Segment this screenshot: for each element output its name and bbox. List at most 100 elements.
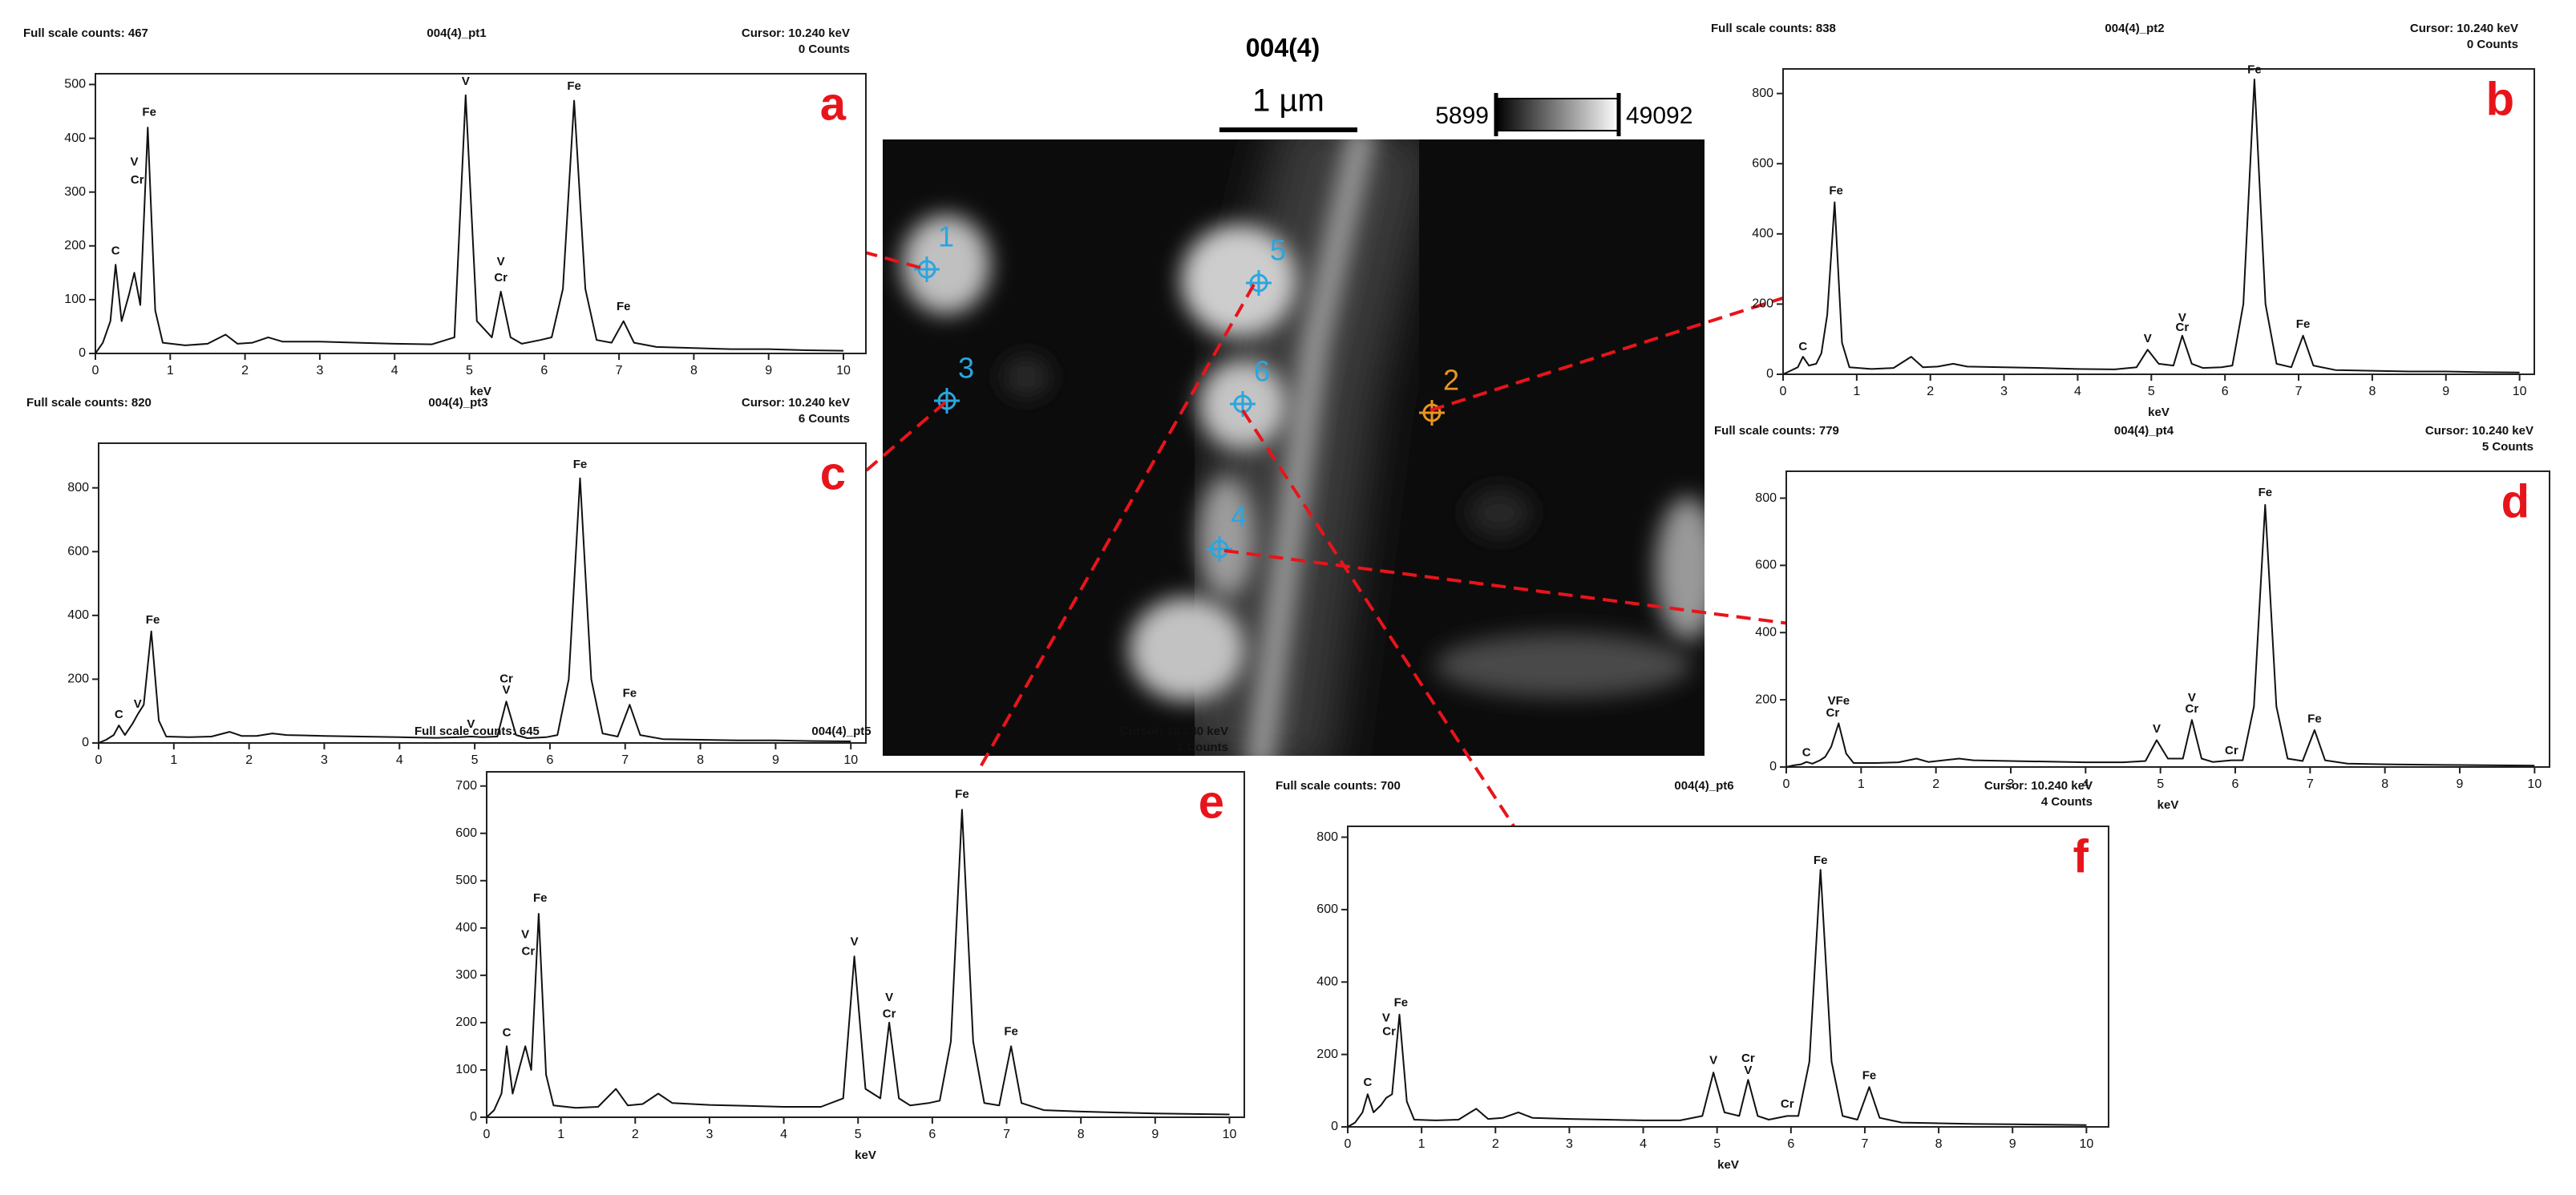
peak-label: V bbox=[521, 928, 529, 942]
x-tick-label: 3 bbox=[2000, 385, 2008, 398]
y-tick-label: 600 bbox=[1755, 559, 1777, 572]
full-scale-counts: Full scale counts: 700 bbox=[1276, 779, 1401, 793]
plot-frame bbox=[95, 73, 867, 354]
peak-label: Fe bbox=[1004, 1025, 1018, 1039]
peak-label: Cr bbox=[131, 173, 144, 187]
peak-label: Fe bbox=[1829, 184, 1843, 197]
peak-label: Cr bbox=[1741, 1052, 1755, 1065]
y-tick-label: 800 bbox=[1752, 87, 1773, 100]
point-label: 5 bbox=[1270, 234, 1286, 267]
x-tick-label: 6 bbox=[2232, 777, 2239, 791]
image-title: 004(4) bbox=[1246, 33, 1320, 62]
point-cross bbox=[1207, 536, 1232, 562]
y-tick-label: 400 bbox=[67, 608, 89, 622]
x-tick-label: 3 bbox=[1566, 1137, 1573, 1151]
y-tick-label: 500 bbox=[64, 78, 86, 91]
y-tick-label: 300 bbox=[455, 968, 477, 982]
point-label: 6 bbox=[1254, 355, 1270, 388]
x-tick-label: 4 bbox=[391, 364, 398, 377]
x-tick-label: 2 bbox=[1492, 1137, 1499, 1151]
x-tick-label: 7 bbox=[1003, 1128, 1010, 1141]
peak-label: Fe bbox=[573, 458, 588, 471]
x-tick-label: 3 bbox=[2008, 777, 2015, 791]
x-tick-label: 6 bbox=[2222, 385, 2229, 398]
sem-image: 004(4) 1 µm 5899 49092 1 2 3 4 5 6 bbox=[883, 33, 1705, 756]
full-scale-counts: Full scale counts: 467 bbox=[23, 26, 148, 40]
cursor-readout: Cursor: 10.240 keV bbox=[742, 26, 850, 40]
y-tick-label: 200 bbox=[64, 239, 86, 252]
point-label: 2 bbox=[1443, 364, 1459, 397]
y-tick-label: 600 bbox=[455, 826, 477, 840]
x-tick-label: 9 bbox=[765, 364, 772, 377]
y-tick-label: 0 bbox=[1766, 367, 1773, 381]
x-tick-label: 8 bbox=[2381, 777, 2388, 791]
sem-features bbox=[902, 139, 1705, 756]
peak-label: Fe bbox=[2307, 712, 2322, 725]
y-tick-label: 800 bbox=[1755, 491, 1777, 505]
plot-frame bbox=[1782, 68, 2535, 375]
spectrum-title: 004(4)_pt4 bbox=[2114, 424, 2174, 438]
x-tick-label: 8 bbox=[2368, 385, 2376, 398]
x-tick-label: 2 bbox=[1927, 385, 1934, 398]
peak-label: V bbox=[2178, 311, 2186, 325]
peak-label: C bbox=[1798, 340, 1807, 353]
x-tick-label: 9 bbox=[2457, 777, 2464, 791]
peak-label: Fe bbox=[623, 686, 637, 700]
x-tick-label: 9 bbox=[1151, 1128, 1159, 1141]
point-label: 4 bbox=[1231, 500, 1247, 533]
peak-label: Cr bbox=[2186, 702, 2199, 716]
x-tick-label: 8 bbox=[697, 753, 704, 767]
peak-label: Fe bbox=[146, 613, 160, 627]
peak-label: V bbox=[134, 697, 142, 711]
y-tick-label: 600 bbox=[1752, 156, 1773, 170]
peak-label: VFe bbox=[1828, 694, 1850, 708]
peak-label: Fe bbox=[567, 79, 581, 93]
x-tick-label: 5 bbox=[2148, 385, 2155, 398]
peak-label: Fe bbox=[1814, 854, 1828, 867]
peak-label: Fe bbox=[142, 105, 156, 119]
x-tick-label: 9 bbox=[772, 753, 779, 767]
peak-label: V bbox=[497, 255, 505, 268]
y-tick-label: 0 bbox=[470, 1110, 477, 1124]
peak-label: Cr bbox=[2176, 321, 2190, 334]
full-scale-counts: Full scale counts: 779 bbox=[1714, 424, 1839, 438]
x-tick-label: 2 bbox=[1932, 777, 1939, 791]
panel-letter: d bbox=[2501, 475, 2529, 527]
panel-letter: a bbox=[820, 78, 847, 130]
x-tick-label: 0 bbox=[483, 1128, 491, 1141]
x-tick-label: 4 bbox=[2074, 385, 2081, 398]
x-tick-label: 10 bbox=[843, 753, 858, 767]
x-tick-label: 0 bbox=[1783, 777, 1790, 791]
x-tick-label: 8 bbox=[690, 364, 698, 377]
peak-label: C bbox=[115, 708, 123, 721]
y-tick-label: 0 bbox=[82, 736, 89, 749]
peak-label: Cr bbox=[1382, 1025, 1396, 1039]
x-axis-label: keV bbox=[2148, 406, 2170, 419]
y-tick-label: 200 bbox=[67, 672, 89, 686]
x-tick-label: 7 bbox=[621, 753, 629, 767]
y-tick-label: 800 bbox=[67, 481, 89, 495]
x-tick-label: 0 bbox=[1345, 1137, 1352, 1151]
cursor-counts: 5 Counts bbox=[2482, 440, 2534, 454]
peak-label: Cr bbox=[522, 944, 536, 958]
spectrum-title: 004(4)_pt6 bbox=[1674, 779, 1733, 793]
x-tick-label: 1 bbox=[1418, 1137, 1425, 1151]
y-tick-label: 400 bbox=[64, 131, 86, 145]
x-tick-label: 1 bbox=[1853, 385, 1860, 398]
x-tick-label: 6 bbox=[546, 753, 553, 767]
y-tick-label: 400 bbox=[455, 921, 477, 935]
panel-letter: f bbox=[2073, 830, 2089, 882]
full-scale-counts: Full scale counts: 820 bbox=[26, 396, 152, 410]
x-tick-label: 5 bbox=[466, 364, 473, 377]
x-tick-label: 6 bbox=[1787, 1137, 1794, 1151]
x-tick-label: 10 bbox=[2513, 385, 2527, 398]
peak-label: V bbox=[885, 991, 893, 1004]
x-tick-label: 5 bbox=[1713, 1137, 1721, 1151]
peak-label: V bbox=[1382, 1011, 1390, 1024]
peak-label: V bbox=[2188, 691, 2196, 704]
x-tick-label: 4 bbox=[780, 1128, 787, 1141]
spectrum-line bbox=[1347, 869, 2087, 1128]
peak-label: Fe bbox=[2247, 63, 2262, 77]
x-tick-label: 8 bbox=[1935, 1137, 1943, 1151]
point-cross bbox=[934, 388, 960, 414]
